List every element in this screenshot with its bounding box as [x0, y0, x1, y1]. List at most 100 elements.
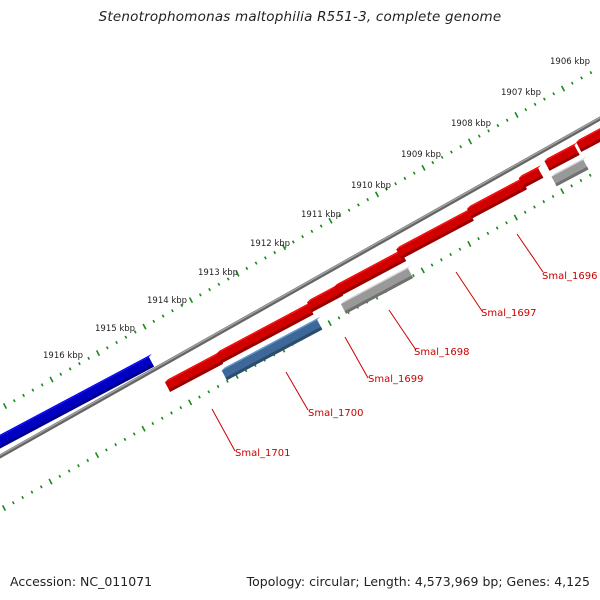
inner-tick-mark: [160, 416, 164, 420]
outer-tick-mark: [440, 155, 444, 159]
gene-red-upper[interactable]: [544, 142, 580, 171]
outer-tick-mark: [552, 92, 556, 96]
inner-tick-mark: [420, 267, 425, 274]
outer-tick-mark: [245, 266, 249, 271]
outer-tick-mark: [22, 393, 25, 398]
inner-tick-mark: [48, 478, 53, 485]
outer-tick-mark: [374, 191, 380, 198]
outer-tick-mark: [533, 102, 537, 106]
outer-tick-mark: [560, 85, 566, 92]
topology-label: Topology: circular; Length: 4,573,969 bp…: [246, 574, 590, 589]
gene-label-leader: [344, 336, 369, 379]
gene-smal-1698[interactable]: [333, 248, 407, 297]
outer-tick-mark: [78, 362, 81, 366]
inner-tick-mark: [458, 247, 462, 251]
gene-features: [0, 125, 600, 451]
kbp-labels: 1906 kbp 1907 kbp 1908 kbp 1909 kbp 1910 kbp…: [43, 57, 590, 361]
outer-tick-mark: [59, 372, 63, 376]
inner-tick-mark: [1, 505, 7, 511]
gene-grey-upper[interactable]: [551, 156, 589, 187]
kbp-label: 1916 kbp: [43, 351, 83, 361]
outer-tick-mark: [188, 297, 194, 304]
kbp-label: 1906 kbp: [550, 57, 590, 67]
outer-tick-mark: [310, 229, 314, 233]
accession-label: Accession: NC_011071: [10, 574, 153, 589]
kbp-label: 1913 kbp: [198, 268, 238, 278]
inner-tick-mark: [86, 458, 90, 463]
outer-tick-mark: [161, 314, 165, 318]
inner-tick-mark: [114, 443, 118, 447]
feature-blue-segment[interactable]: [0, 353, 154, 451]
inner-tick-mark: [570, 184, 574, 188]
gene-label[interactable]: Smal_1700: [308, 408, 363, 419]
gene-smal-1700[interactable]: [216, 301, 314, 364]
gene-red-edge[interactable]: [576, 125, 600, 152]
inner-tick-mark: [179, 406, 183, 410]
outer-tick-mark: [403, 176, 407, 181]
kbp-label: 1914 kbp: [147, 296, 187, 306]
outer-tick-mark: [40, 383, 44, 387]
outer-tick-mark: [235, 270, 240, 277]
inner-tick-mark: [505, 221, 508, 225]
inner-tick-mark: [533, 205, 536, 209]
outer-tick-mark: [589, 71, 593, 75]
gene-label[interactable]: Smal_1697: [481, 308, 536, 319]
outer-tick-mark: [31, 388, 35, 392]
inner-tick-mark: [30, 490, 34, 494]
gene-label[interactable]: Smal_1698: [414, 347, 469, 358]
outer-tick-mark: [281, 244, 287, 251]
gene-label[interactable]: Smal_1701: [235, 448, 290, 459]
outer-tick-mark: [338, 213, 342, 218]
gene-smal-1697[interactable]: [396, 207, 474, 260]
gene-highlight-blue[interactable]: [221, 316, 323, 381]
kbp-label: 1910 kbp: [351, 181, 391, 191]
gene-grey-reverse[interactable]: [340, 265, 414, 314]
inner-tick-mark: [104, 448, 108, 452]
inner-tick-mark: [207, 390, 211, 394]
inner-tick-mark: [588, 173, 592, 177]
inner-tick-mark: [21, 495, 25, 500]
gene-label-leader: [285, 371, 309, 411]
inner-tick-mark: [467, 240, 472, 247]
inner-tick-mark: [170, 411, 173, 415]
inner-tick-mark: [412, 274, 415, 278]
outer-tick-mark: [180, 303, 184, 308]
outer-tick-mark: [421, 164, 426, 171]
inner-tick-mark: [327, 320, 332, 327]
outer-tick-mark: [264, 256, 267, 260]
outer-tick-mark: [124, 335, 128, 339]
inner-tick-mark: [123, 437, 127, 441]
inner-tick-mark: [132, 432, 136, 436]
outer-tick-mark: [87, 356, 91, 360]
outer-tick-mark: [450, 150, 453, 154]
inner-tick-mark: [94, 452, 100, 459]
map-title: Stenotrophomonas maltophilia R551-3, com…: [98, 9, 502, 25]
outer-tick-mark: [152, 319, 156, 323]
outer-tick-mark: [142, 323, 147, 330]
inner-tick-mark: [513, 214, 518, 221]
inner-tick-mark: [449, 252, 453, 257]
outer-tick-mark: [394, 182, 397, 186]
inner-tick-mark: [495, 226, 499, 230]
gene-label[interactable]: Smal_1696: [542, 271, 597, 282]
gene-small-red[interactable]: [518, 165, 544, 188]
gene-smal-1701[interactable]: [164, 351, 224, 392]
inner-tick-mark: [486, 231, 490, 235]
outer-tick-mark: [301, 235, 304, 239]
outer-tick-mark: [95, 350, 101, 357]
outer-tick-mark: [543, 97, 546, 101]
outer-tick-mark: [226, 277, 230, 281]
gene-label[interactable]: Smal_1699: [368, 374, 423, 385]
outer-tick-mark: [570, 81, 574, 85]
inner-tick-mark: [67, 469, 71, 473]
outer-tick-mark: [524, 108, 528, 112]
inner-tick-mark: [477, 237, 480, 241]
inner-tick-mark: [523, 210, 527, 214]
gene-smal-1699[interactable]: [307, 282, 343, 313]
gene-smal-1696[interactable]: [467, 176, 527, 219]
outer-tick-mark: [254, 261, 258, 265]
inner-tick-mark: [542, 200, 546, 204]
outer-tick-mark: [198, 293, 202, 297]
outer-tick-mark: [431, 160, 435, 165]
